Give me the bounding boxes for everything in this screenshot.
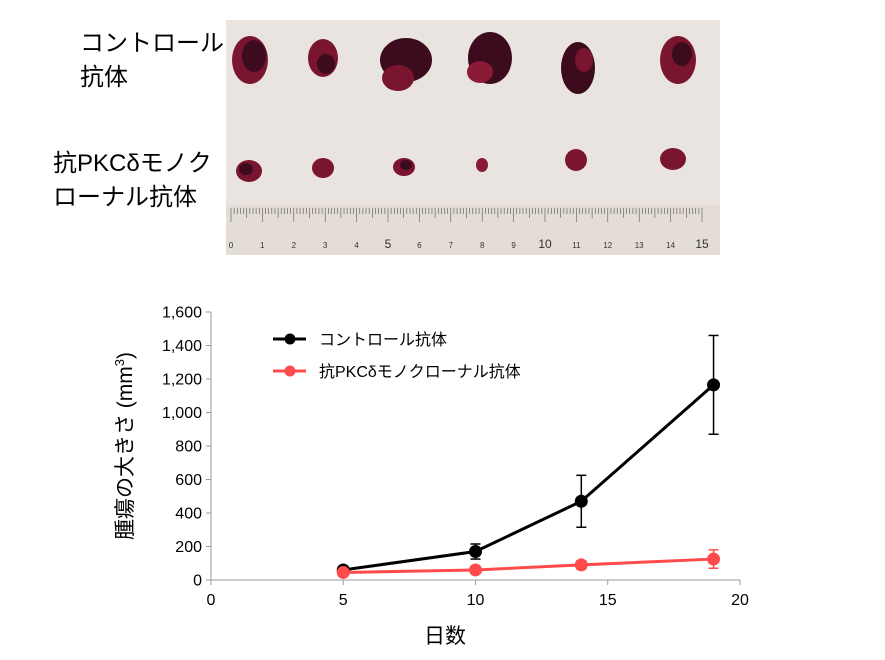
antibody-label-line1: 抗PKCδモノク <box>53 150 212 177</box>
legend-marker-control <box>284 333 296 345</box>
y-axis-title: 腫瘍の大きさ (mm3) <box>112 352 137 540</box>
data-point <box>574 494 588 508</box>
ruler-label: 15 <box>695 237 709 251</box>
antibody-tumors <box>236 148 686 182</box>
ruler: 0 1 2 3 4 5 6 7 8 9 10 11 12 13 14 15 <box>226 205 720 255</box>
series-line <box>343 383 715 572</box>
legend-label-control: コントロール抗体 <box>319 331 447 349</box>
data-point <box>707 378 721 392</box>
ruler-label: 12 <box>603 241 612 250</box>
x-tick-label: 5 <box>339 592 348 609</box>
y-tick-label: 1,600 <box>162 305 202 322</box>
ruler-label: 4 <box>354 241 359 250</box>
ruler-label: 6 <box>417 241 422 250</box>
ruler-label: 14 <box>666 241 675 250</box>
series-1 <box>336 549 721 579</box>
ruler-label: 5 <box>385 237 392 251</box>
x-tick-label: 15 <box>599 592 617 609</box>
y-tick-label: 200 <box>175 539 202 556</box>
legend: コントロール抗体 抗PKCδモノクローナル抗体 <box>273 331 521 381</box>
ruler-label: 8 <box>480 241 485 250</box>
legend-label-antibody: 抗PKCδモノクローナル抗体 <box>319 363 521 381</box>
series-layer <box>336 334 721 579</box>
y-tick-label: 1,000 <box>162 405 202 422</box>
x-tick-label: 10 <box>467 592 485 609</box>
control-label-line1: コントロール <box>80 30 224 57</box>
y-tick-label: 1,400 <box>162 338 202 355</box>
x-ticks: 0 5 10 15 20 <box>207 580 749 609</box>
series-0 <box>336 334 721 577</box>
control-tumors <box>232 32 696 94</box>
axes <box>210 312 740 581</box>
data-point <box>707 552 721 566</box>
x-tick-label: 0 <box>207 592 216 609</box>
y-axis-title-main: 腫瘍の大きさ (mm <box>114 366 137 540</box>
tumor-photo: 0 1 2 3 4 5 6 7 8 9 10 11 12 13 14 15 <box>226 20 720 255</box>
ruler-label: 0 <box>229 241 234 250</box>
legend-marker-antibody <box>284 365 296 377</box>
y-tick-label: 400 <box>175 506 202 523</box>
antibody-label-line2: ローナル抗体 <box>53 184 197 211</box>
y-tick-label: 0 <box>193 573 202 590</box>
x-tick-label: 20 <box>731 592 749 609</box>
y-tick-label: 800 <box>175 439 202 456</box>
ruler-label: 10 <box>538 237 552 251</box>
data-point <box>469 563 482 577</box>
y-axis-title-sup: 3 <box>112 359 127 366</box>
y-tick-label: 600 <box>175 472 202 489</box>
y-axis-title-close: ) <box>114 352 137 359</box>
y-tick-label: 1,200 <box>162 372 202 389</box>
data-point <box>574 558 588 572</box>
x-axis-title: 日数 <box>424 625 466 648</box>
ruler-label: 13 <box>635 241 644 250</box>
ruler-label: 2 <box>292 241 297 250</box>
series-line <box>343 557 714 574</box>
control-label-line2: 抗体 <box>80 64 128 91</box>
ruler-label: 9 <box>511 241 516 250</box>
ruler-label: 1 <box>260 241 265 250</box>
ruler-label: 11 <box>572 241 581 250</box>
ruler-label: 3 <box>323 241 328 250</box>
y-ticks: 0 200 400 600 800 1,000 1,200 1,400 1,600 <box>162 305 211 590</box>
data-point <box>469 545 482 559</box>
ruler-label: 7 <box>449 241 454 250</box>
data-point <box>336 565 350 579</box>
